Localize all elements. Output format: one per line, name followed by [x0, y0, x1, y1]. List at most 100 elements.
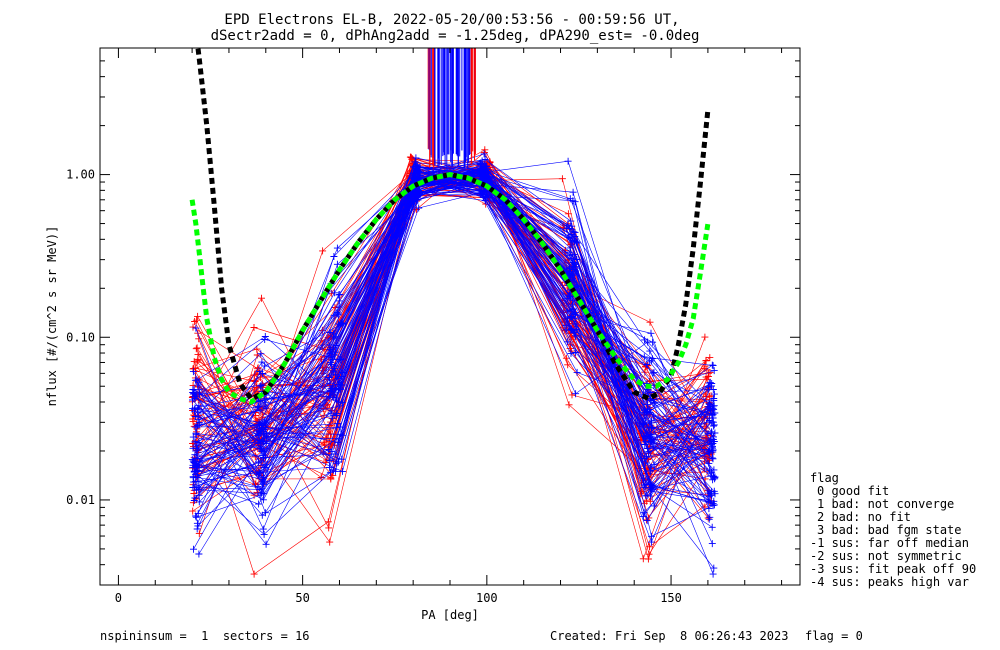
blue-trace-line	[194, 182, 714, 522]
blue-plus-marker	[650, 369, 658, 377]
footer-spin-sectors: nspininsum = 1 sectors = 16	[100, 629, 310, 643]
blue-plus-marker	[709, 422, 717, 430]
blue-plus-marker	[642, 459, 650, 467]
red-plus-marker	[319, 247, 327, 255]
blue-plus-marker	[189, 484, 197, 491]
blue-plus-marker	[337, 356, 345, 364]
red-plus-marker	[324, 518, 332, 526]
blue-plus-marker	[325, 341, 333, 349]
blue-plus-marker	[330, 311, 338, 319]
blue-plus-marker	[647, 463, 655, 471]
blue-plus-marker	[326, 387, 334, 395]
blue-plus-marker	[192, 430, 200, 438]
blue-trace-line	[193, 181, 715, 477]
blue-plus-marker	[476, 161, 484, 169]
red-plus-marker	[641, 368, 649, 376]
blue-plus-marker	[261, 336, 269, 343]
blue-plus-marker	[335, 297, 343, 305]
red-plus-marker	[326, 538, 334, 546]
red-plus-marker	[195, 335, 203, 343]
red-plus-marker	[250, 570, 258, 578]
blue-plus-marker	[258, 381, 266, 389]
red-plus-marker	[704, 373, 712, 380]
blue-plus-marker	[257, 458, 265, 466]
blue-plus-marker	[710, 395, 718, 402]
blue-trace-line	[195, 159, 715, 569]
red-plus-marker	[701, 333, 709, 341]
blue-plus-marker	[706, 379, 714, 387]
blue-plus-marker	[643, 492, 651, 500]
red-plus-marker	[642, 516, 650, 524]
blue-plus-marker	[189, 433, 197, 441]
blue-plus-marker	[332, 424, 340, 432]
blue-plus-marker	[648, 532, 655, 540]
red-plus-marker	[322, 458, 330, 466]
y-axis: 0.01 0.10 1.00	[66, 60, 800, 566]
red-plus-marker	[558, 175, 566, 183]
blue-plus-marker	[337, 385, 344, 393]
blue-plus-marker	[481, 188, 488, 195]
blue-plus-marker	[258, 475, 266, 483]
blue-plus-marker	[189, 457, 197, 465]
legend-item: 2 bad: no fit	[817, 510, 911, 524]
blue-plus-marker	[333, 260, 341, 268]
blue-plus-marker	[411, 195, 419, 203]
blue-plus-marker	[711, 474, 719, 482]
blue-plus-marker	[649, 482, 657, 490]
blue-trace-line	[195, 165, 714, 449]
blue-plus-marker	[330, 289, 338, 297]
blue-plus-marker	[194, 405, 202, 413]
chart-title-line2: dSectr2add = 0, dPhAng2add = -1.25deg, d…	[211, 28, 700, 44]
x-tick-label: 100	[476, 591, 498, 605]
x-axis-label: PA [deg]	[421, 608, 479, 622]
blue-plus-marker	[480, 150, 488, 158]
blue-plus-marker	[261, 362, 269, 370]
blue-plus-marker	[566, 293, 574, 300]
blue-plus-marker	[195, 491, 203, 499]
blue-plus-marker	[262, 430, 270, 438]
blue-plus-marker	[260, 454, 267, 462]
blue-plus-marker	[191, 376, 199, 384]
blue-plus-marker	[192, 451, 200, 459]
red-plus-marker	[194, 312, 202, 320]
red-plus-marker	[703, 366, 711, 374]
blue-plus-marker	[640, 455, 648, 462]
blue-trace-line	[197, 177, 710, 474]
blue-plus-marker	[193, 447, 201, 455]
blue-plus-marker	[258, 358, 266, 366]
blue-plus-marker	[415, 204, 423, 212]
blue-plus-marker	[336, 291, 344, 298]
blue-plus-marker	[193, 525, 201, 533]
blue-plus-marker	[642, 433, 650, 441]
blue-plus-marker	[568, 269, 576, 277]
blue-plus-marker	[416, 172, 424, 180]
blue-plus-marker	[710, 564, 718, 572]
red-plus-marker	[251, 371, 258, 379]
blue-plus-marker	[257, 350, 265, 358]
legend-item: 3 bad: bad fgm state	[817, 523, 962, 537]
blue-plus-marker	[329, 393, 337, 401]
blue-plus-marker	[645, 357, 653, 365]
footer-flag: flag = 0	[805, 629, 863, 643]
flag-legend: flag 0 good fit 1 bad: not converge 2 ba…	[810, 471, 976, 589]
red-plus-marker	[189, 507, 197, 515]
blue-plus-marker	[257, 469, 265, 477]
blue-plus-marker	[705, 492, 713, 500]
blue-plus-marker	[190, 497, 198, 504]
blue-plus-marker	[566, 251, 574, 259]
blue-plus-marker	[642, 414, 650, 422]
red-plus-marker	[193, 358, 201, 366]
fit-layer	[189, 48, 711, 405]
blue-plus-marker	[567, 349, 575, 357]
red-plus-marker	[486, 158, 494, 166]
red-plus-marker	[567, 300, 575, 308]
blue-plus-marker	[645, 448, 653, 456]
red-plus-marker	[320, 438, 328, 446]
blue-plus-marker	[710, 367, 718, 375]
blue-plus-marker	[572, 349, 580, 356]
legend-item: -3 sus: fit peak off 90	[810, 562, 976, 576]
blue-plus-marker	[262, 540, 270, 548]
blue-plus-marker	[478, 157, 486, 165]
red-trace-line	[192, 180, 707, 560]
